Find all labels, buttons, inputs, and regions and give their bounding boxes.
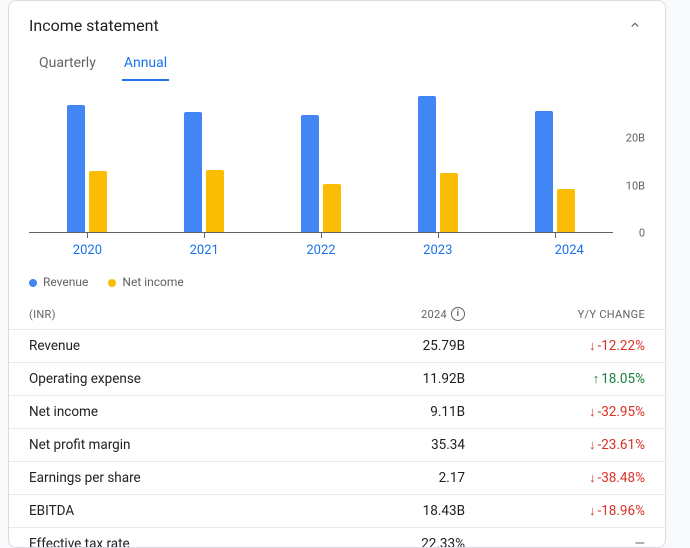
table-row: Net income9.11B↓-32.95% [9,395,665,428]
table-row: Operating expense11.92B↑18.05% [9,362,665,395]
bar-group[interactable] [146,91,263,232]
bar-revenue [301,115,319,233]
table-row: Revenue25.79B↓-12.22% [9,329,665,362]
bar-net_income [89,171,107,232]
metric-change: ↓-32.95% [465,404,645,420]
info-icon[interactable]: i [451,307,465,321]
legend-label: Revenue [43,275,88,289]
change-column-header: Y/Y CHANGE [465,308,645,321]
tab-annual[interactable]: Annual [122,47,169,81]
currency-label: (INR) [29,308,325,321]
value-column-header: 2024 i [325,307,465,321]
bar-revenue [418,96,436,232]
metric-value: 22.33% [325,536,465,548]
metric-value: 2.17 [325,470,465,486]
income-statement-panel: Income statement Quarterly Annual 0 10B 20… [8,0,666,548]
metric-label: Operating expense [29,371,325,387]
metric-value: 18.43B [325,503,465,519]
year-label[interactable]: 2022 [263,237,380,261]
metric-change: ↓-12.22% [465,338,645,354]
metric-label: EBITDA [29,503,325,519]
y-tick: 10B [626,179,645,192]
bar-group[interactable] [496,91,613,232]
bar-net_income [440,173,458,232]
table-row: EBITDA18.43B↓-18.96% [9,494,665,527]
arrow-down-icon: ↓ [589,340,596,353]
bar-net_income [323,184,341,232]
collapse-icon[interactable] [625,15,645,35]
bar-group[interactable] [29,91,146,232]
table-row: Net profit margin35.34↓-23.61% [9,428,665,461]
year-label[interactable]: 2021 [146,237,263,261]
legend-label: Net income [122,275,183,289]
arrow-down-icon: ↓ [589,505,596,518]
metric-label: Earnings per share [29,470,325,486]
metric-label: Net income [29,404,325,420]
metric-label: Effective tax rate [29,536,325,548]
bar-net_income [557,189,575,232]
arrow-down-icon: ↓ [589,439,596,452]
bar-group[interactable] [379,91,496,232]
tab-quarterly[interactable]: Quarterly [37,47,98,81]
bar-group[interactable] [263,91,380,232]
metric-label: Net profit margin [29,437,325,453]
metric-value: 11.92B [325,371,465,387]
metric-value: 9.11B [325,404,465,420]
arrow-down-icon: ↓ [589,472,596,485]
y-tick: 0 [639,227,645,240]
arrow-up-icon: ↑ [593,373,600,386]
bar-revenue [67,105,85,232]
chart-legend: Revenue Net income [9,261,665,299]
legend-dot-icon [29,279,37,287]
year-label[interactable]: 2023 [379,237,496,261]
y-tick: 20B [626,132,645,145]
legend-dot-icon [108,279,116,287]
metric-change: ↓-18.96% [465,503,645,519]
bar-revenue [184,112,202,232]
arrow-down-icon: ↓ [589,406,596,419]
period-tabs: Quarterly Annual [9,41,665,81]
metric-change: ↓-23.61% [465,437,645,453]
metric-change: — [465,536,645,548]
bar-revenue [535,111,553,232]
metric-label: Revenue [29,338,325,354]
panel-header: Income statement [9,1,665,41]
legend-item: Net income [108,275,183,289]
table-header: (INR) 2024 i Y/Y CHANGE [9,299,665,329]
metric-value: 25.79B [325,338,465,354]
panel-title: Income statement [29,16,159,35]
bar-chart: 010B20B 20202021202220232024 [29,91,645,261]
legend-item: Revenue [29,275,88,289]
metric-value: 35.34 [325,437,465,453]
metric-change: ↑18.05% [465,371,645,387]
table-row: Earnings per share2.17↓-38.48% [9,461,665,494]
table-row: Effective tax rate22.33%— [9,527,665,548]
bar-net_income [206,170,224,233]
year-label[interactable]: 2020 [29,237,146,261]
metric-change: ↓-38.48% [465,470,645,486]
